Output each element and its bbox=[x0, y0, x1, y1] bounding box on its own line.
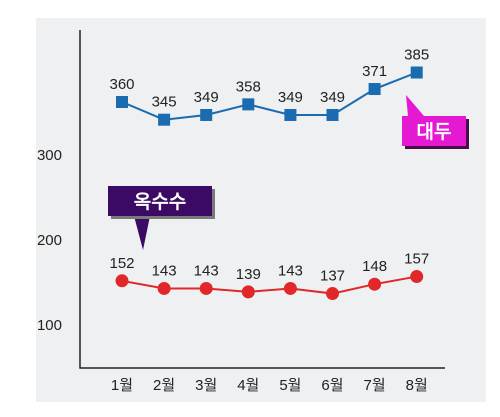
y-tick-label: 300 bbox=[37, 147, 62, 164]
data-point bbox=[199, 281, 213, 295]
x-tick-label: 3월 bbox=[195, 377, 217, 394]
data-point bbox=[200, 108, 213, 121]
data-labels: 360 345 349 358 349 349 371 385 152 143 143 139 143 1… bbox=[109, 47, 429, 285]
x-tick-label: 4월 bbox=[237, 377, 259, 394]
y-tick-labels: 100 200 300 bbox=[37, 147, 62, 334]
callout-box bbox=[402, 116, 466, 146]
data-label: 345 bbox=[152, 94, 177, 111]
data-label: 385 bbox=[404, 47, 429, 64]
data-point bbox=[284, 108, 297, 121]
data-label: 157 bbox=[404, 251, 429, 268]
data-point bbox=[410, 270, 424, 284]
data-point bbox=[242, 98, 255, 111]
data-point bbox=[116, 96, 128, 108]
data-label: 152 bbox=[109, 255, 134, 272]
data-label: 360 bbox=[109, 76, 134, 93]
data-point bbox=[115, 274, 129, 288]
data-point bbox=[283, 281, 297, 295]
data-point bbox=[157, 281, 171, 295]
data-label: 139 bbox=[236, 266, 261, 283]
data-point bbox=[410, 66, 423, 79]
axis-lines bbox=[79, 30, 445, 369]
callout-box bbox=[108, 186, 212, 216]
series-lines bbox=[121, 71, 418, 295]
series-callout-label: 옥수수 bbox=[134, 191, 186, 213]
callout-pointer bbox=[406, 95, 424, 116]
data-label: 143 bbox=[278, 262, 303, 279]
series-markers bbox=[115, 66, 424, 301]
callout-pointer bbox=[134, 216, 150, 250]
axes bbox=[79, 30, 445, 369]
data-label: 143 bbox=[194, 262, 219, 279]
x-tick-labels: 1월 2월 3월 4월 5월 6월 7월 8월 bbox=[111, 377, 428, 394]
data-label: 349 bbox=[194, 89, 219, 106]
data-label: 143 bbox=[152, 262, 177, 279]
series-callout-label: 대두 bbox=[417, 121, 452, 143]
data-point bbox=[241, 285, 255, 299]
data-label: 349 bbox=[320, 89, 345, 106]
y-tick-label: 100 bbox=[37, 317, 62, 334]
data-label: 137 bbox=[320, 268, 345, 285]
y-tick-label: 200 bbox=[37, 232, 62, 249]
x-tick-label: 8월 bbox=[406, 377, 428, 394]
data-point bbox=[368, 83, 381, 96]
series-line bbox=[121, 71, 418, 121]
data-point bbox=[326, 108, 339, 121]
data-point bbox=[368, 277, 382, 291]
x-tick-label: 2월 bbox=[153, 377, 175, 394]
data-label: 358 bbox=[236, 78, 261, 95]
x-tick-label: 7월 bbox=[364, 377, 386, 394]
data-point bbox=[326, 287, 339, 301]
x-tick-label: 1월 bbox=[111, 377, 133, 394]
x-tick-label: 5월 bbox=[279, 377, 301, 394]
data-label: 349 bbox=[278, 89, 303, 106]
data-label: 148 bbox=[362, 258, 387, 275]
x-tick-label: 6월 bbox=[321, 377, 343, 394]
series-line bbox=[121, 275, 417, 295]
data-label: 371 bbox=[362, 63, 387, 80]
data-point bbox=[158, 113, 171, 126]
